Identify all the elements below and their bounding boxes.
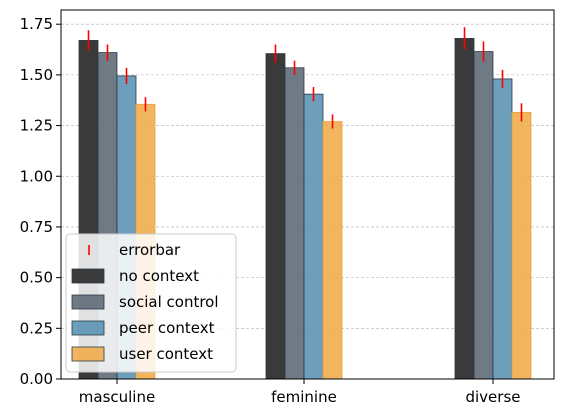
- legend-box: [65, 233, 237, 373]
- y-tick-label: 0.50: [20, 269, 53, 287]
- y-axis: 0.00 0.25 0.50 0.75 1.00 1.25 1.50 1.75: [20, 15, 61, 388]
- y-tick-label: 0.25: [20, 319, 53, 337]
- plot-frame: [60, 9, 555, 380]
- bar-user-context-diverse: [511, 111, 532, 380]
- bar-social-control-diverse: [473, 51, 494, 380]
- y-tick-label: 0.75: [20, 218, 53, 236]
- legend-label: user context: [119, 345, 213, 363]
- y-tick-label: 1.00: [20, 167, 53, 185]
- x-tick-label: feminine: [271, 388, 337, 406]
- y-tick-label: 1.75: [20, 15, 53, 33]
- legend-label: no context: [119, 267, 199, 285]
- x-axis: masculine feminine diverse: [79, 379, 521, 406]
- legend-swatch: [71, 268, 105, 284]
- bar-no-context-diverse: [454, 37, 475, 380]
- legend: errorbar no context social control peer con…: [65, 233, 237, 373]
- y-tick-label: 0.00: [20, 370, 53, 388]
- y-tick-label: 1.25: [20, 117, 53, 135]
- x-tick-label: diverse: [465, 388, 520, 406]
- bar-no-context-feminine: [265, 53, 286, 380]
- legend-label: errorbar: [119, 241, 181, 259]
- y-tick-label: 1.50: [20, 66, 53, 84]
- x-tick-label: masculine: [79, 388, 155, 406]
- legend-label: social control: [119, 293, 219, 311]
- legend-swatch: [71, 294, 105, 310]
- error-bars: [87, 27, 523, 129]
- legend-swatch: [71, 320, 105, 336]
- legend-swatch: [71, 346, 105, 362]
- bar-social-control-feminine: [284, 67, 305, 380]
- bar-peer-context-diverse: [492, 78, 513, 380]
- legend-label: peer context: [119, 319, 215, 337]
- bar-peer-context-feminine: [303, 93, 324, 380]
- bar-user-context-feminine: [322, 121, 343, 380]
